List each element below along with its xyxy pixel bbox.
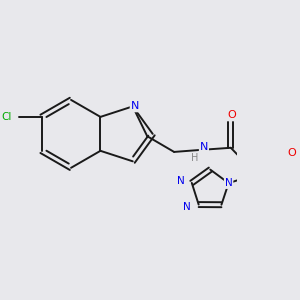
Text: O: O	[287, 148, 296, 158]
Text: N: N	[225, 178, 232, 188]
Text: N: N	[177, 176, 184, 186]
Text: N: N	[130, 101, 139, 111]
Text: O: O	[227, 110, 236, 120]
Text: N: N	[200, 142, 208, 152]
Text: N: N	[184, 202, 191, 212]
Text: Cl: Cl	[1, 112, 11, 122]
Text: H: H	[191, 153, 199, 163]
